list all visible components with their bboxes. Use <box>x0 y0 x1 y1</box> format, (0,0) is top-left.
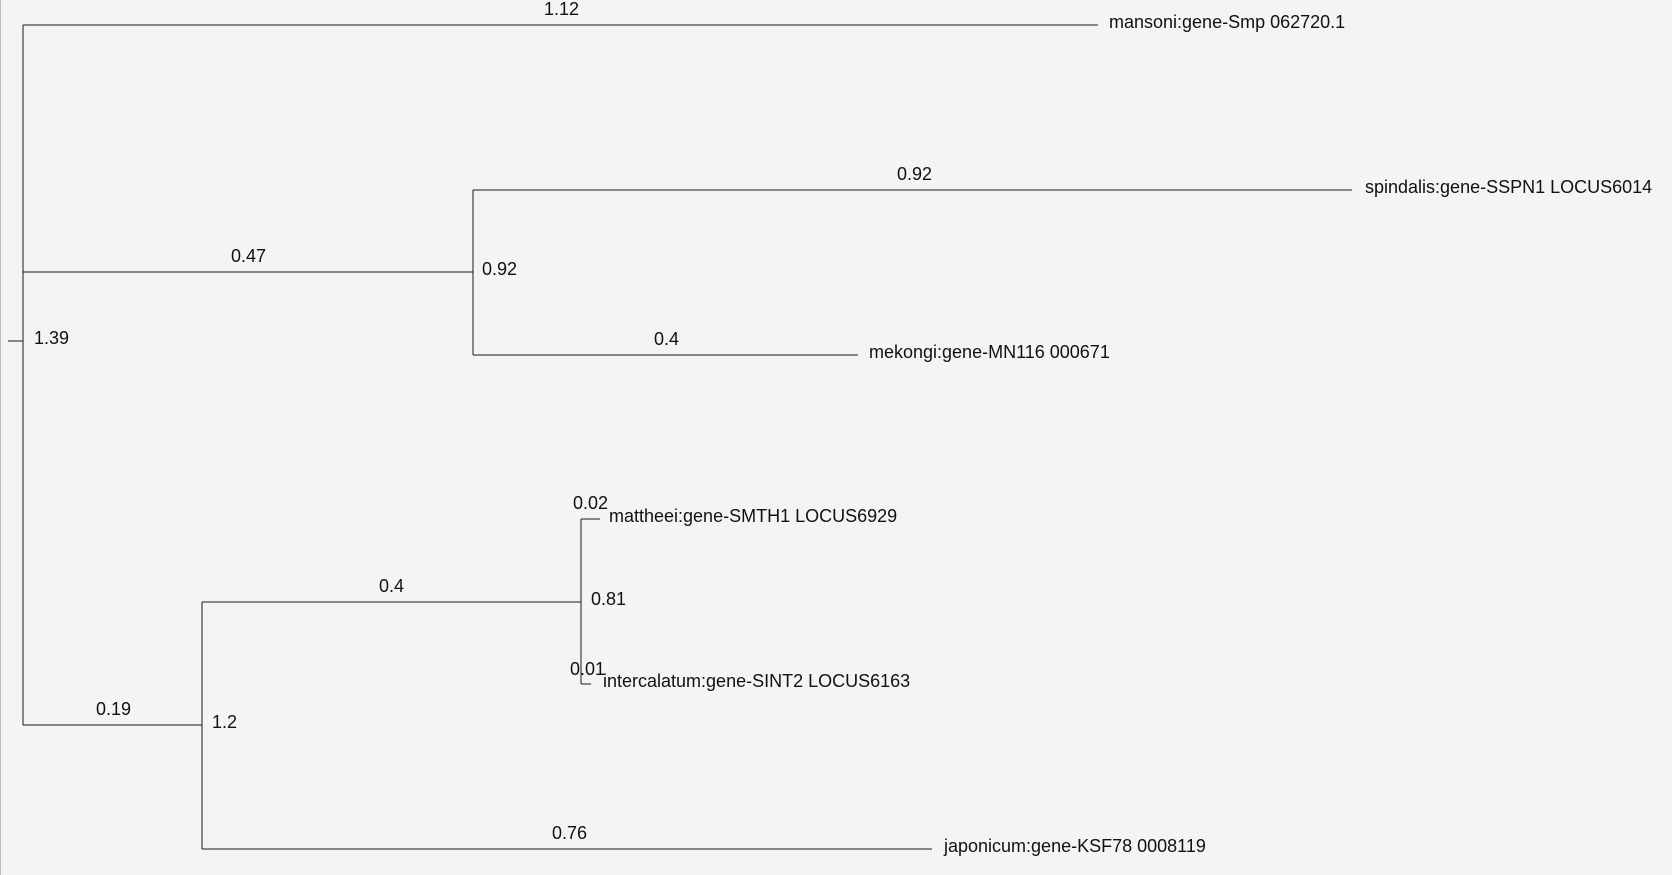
leaf-label-spindalis: spindalis:gene-SSPN1 LOCUS6014 <box>1365 177 1652 197</box>
clade-b-support-label: 1.2 <box>212 712 237 732</box>
branch-length-intercalatum: 0.01 <box>570 659 605 679</box>
branch-length-spindalis: 0.92 <box>897 164 932 184</box>
branch-length-mattheei: 0.02 <box>573 493 608 513</box>
leaf-label-mattheei: mattheei:gene-SMTH1 LOCUS6929 <box>609 506 897 526</box>
clade-a-support-label: 0.92 <box>482 259 517 279</box>
subclade-support-label: 0.81 <box>591 589 626 609</box>
branch-length-clade-a: 0.47 <box>231 246 266 266</box>
branch-length-mekongi: 0.4 <box>654 329 679 349</box>
leaf-label-intercalatum: intercalatum:gene-SINT2 LOCUS6163 <box>603 671 910 691</box>
leaf-label-mekongi: mekongi:gene-MN116 000671 <box>869 342 1110 362</box>
branch-length-mansoni: 1.12 <box>544 0 579 19</box>
branch-length-japonicum: 0.76 <box>552 823 587 843</box>
root-support-label: 1.39 <box>34 328 69 348</box>
branch-length-clade-b: 0.19 <box>96 699 131 719</box>
leaf-label-japonicum: japonicum:gene-KSF78 0008119 <box>943 836 1206 856</box>
branch-length-subclade: 0.4 <box>379 576 404 596</box>
leaf-label-mansoni: mansoni:gene-Smp 062720.1 <box>1109 12 1345 32</box>
